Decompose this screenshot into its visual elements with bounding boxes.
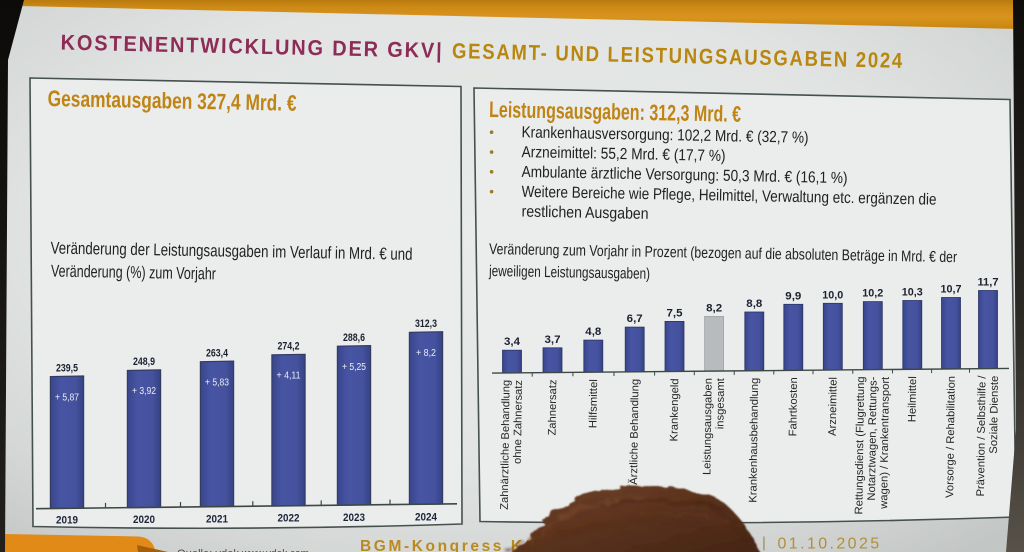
svg-text:+ 3,92: + 3,92: [132, 386, 156, 397]
svg-text:Leistungsausgaben: Leistungsausgaben: [701, 378, 714, 475]
svg-text:Ärztliche Behandlung: Ärztliche Behandlung: [628, 379, 641, 485]
svg-text:10,0: 10,0: [822, 289, 843, 301]
svg-text:Soziale Dienste: Soziale Dienste: [988, 376, 1001, 454]
svg-text:wagen) / Krankentransport: wagen) / Krankentransport: [878, 377, 892, 510]
svg-text:Zahnersatz: Zahnersatz: [547, 379, 560, 435]
svg-text:Ambulante ärztliche Versorgung: Ambulante ärztliche Versorgung: 50,3 Mrd…: [521, 164, 847, 187]
svg-text:6,7: 6,7: [627, 313, 643, 325]
svg-text:239,5: 239,5: [56, 362, 78, 374]
svg-text:Vorsorge / Rehabilitation: Vorsorge / Rehabilitation: [944, 376, 958, 498]
svg-text:312,3: 312,3: [415, 318, 437, 330]
svg-text:+ 8,2: + 8,2: [416, 348, 436, 359]
svg-text:Leistungsausgaben: 312,3 Mrd.: Leistungsausgaben: 312,3 Mrd. €: [489, 97, 742, 127]
svg-text:+ 5,87: + 5,87: [55, 392, 79, 403]
svg-text:Quelle: vdek: Quelle: vdek: [177, 548, 239, 552]
svg-text:Krankengeld: Krankengeld: [668, 378, 681, 441]
svg-text:Krankenhausbehandlung: Krankenhausbehandlung: [747, 378, 761, 503]
svg-text:01.10.2025: 01.10.2025: [778, 536, 882, 552]
svg-text:9,9: 9,9: [785, 290, 801, 302]
svg-text:Arzneimittel: Arzneimittel: [827, 377, 840, 436]
svg-text:Krankenhausversorgung: 102,2 M: Krankenhausversorgung: 102,2 Mrd. € (32,…: [521, 124, 808, 147]
svg-text:Rettungsdienst (Flugrettung: Rettungsdienst (Flugrettung: [853, 376, 867, 514]
svg-text:ohne Zahnersatz: ohne Zahnersatz: [512, 380, 525, 464]
svg-text:288,6: 288,6: [343, 332, 365, 344]
svg-text:3,4: 3,4: [504, 336, 521, 348]
svg-text:263,4: 263,4: [206, 347, 229, 359]
svg-text:11,7: 11,7: [978, 277, 999, 289]
svg-text:10,2: 10,2: [862, 288, 883, 300]
svg-text:2022: 2022: [278, 513, 300, 525]
svg-text:2019: 2019: [56, 515, 78, 527]
svg-text:7,5: 7,5: [667, 307, 683, 319]
svg-text:8,2: 8,2: [706, 302, 722, 314]
svg-text:+ 4,11: + 4,11: [277, 371, 301, 382]
svg-text:|: |: [762, 535, 766, 552]
svg-text:248,9: 248,9: [133, 356, 155, 368]
svg-text:2024: 2024: [415, 512, 438, 524]
svg-text:Veränderung (%) zum Vorjahr: Veränderung (%) zum Vorjahr: [51, 262, 217, 284]
svg-text:+ 5,83: + 5,83: [205, 377, 229, 388]
svg-text:+ 5,25: + 5,25: [342, 362, 366, 373]
svg-text:Arzneimittel: 55,2 Mrd. € (17,: Arzneimittel: 55,2 Mrd. € (17,7 %): [521, 144, 725, 165]
svg-text:2023: 2023: [343, 512, 365, 524]
svg-text:274,2: 274,2: [278, 341, 300, 353]
svg-text:Prävention / Selbsthilfe /: Prävention / Selbsthilfe /: [975, 374, 989, 496]
svg-text:2020: 2020: [133, 514, 155, 526]
svg-text:www.vdek.com: www.vdek.com: [241, 548, 309, 552]
svg-text:Zahnärztliche Behandlung: Zahnärztliche Behandlung: [499, 380, 513, 510]
svg-text:BGM-Kongress Köln: BGM-Kongress Köln: [360, 538, 556, 552]
svg-text:restlichen Ausgaben: restlichen Ausgaben: [521, 204, 648, 223]
svg-text:2021: 2021: [206, 513, 228, 525]
svg-text:Fahrtkosten: Fahrtkosten: [787, 377, 800, 436]
svg-text:10,7: 10,7: [941, 284, 962, 296]
svg-text:insgesamt: insgesamt: [714, 378, 727, 429]
svg-text:jeweiligen Leistungsausgaben): jeweiligen Leistungsausgaben): [488, 263, 650, 283]
svg-text:10,3: 10,3: [902, 287, 923, 299]
svg-text:4,8: 4,8: [585, 326, 601, 338]
svg-text:Hilfsmittel: Hilfsmittel: [587, 379, 600, 428]
svg-text:8,8: 8,8: [746, 298, 762, 310]
svg-text:Heilmittel: Heilmittel: [906, 376, 919, 422]
svg-text:3,7: 3,7: [545, 334, 561, 346]
svg-text:Gesamtausgaben 327,4 Mrd. €: Gesamtausgaben 327,4 Mrd. €: [47, 86, 297, 116]
svg-text:Notarztwagen, Rettungs-: Notarztwagen, Rettungs-: [866, 376, 880, 500]
